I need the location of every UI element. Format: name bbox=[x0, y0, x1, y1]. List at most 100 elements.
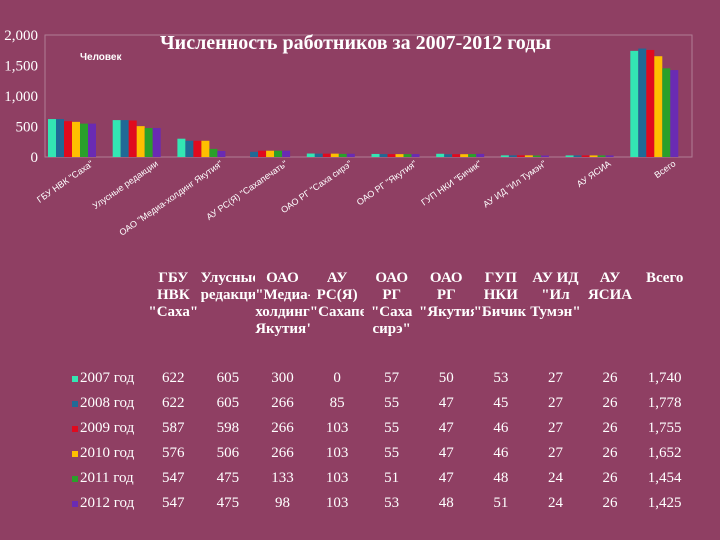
table-cell: 605 bbox=[216, 395, 240, 411]
table-cell: 26 bbox=[602, 470, 618, 486]
table-cell: 26 bbox=[602, 420, 618, 436]
table-cell: 85 bbox=[329, 395, 345, 411]
table-cell: 622 bbox=[162, 370, 185, 386]
bar bbox=[128, 120, 137, 157]
bar bbox=[217, 151, 226, 157]
bar bbox=[266, 150, 275, 157]
x-tick-label: Всего bbox=[652, 158, 677, 180]
table-row: 2007 год 622 605 300 0 57 50 53 27 26 1,740 bbox=[72, 366, 692, 391]
legend-entry: 2008 год bbox=[72, 391, 146, 416]
bar bbox=[112, 120, 121, 157]
bar bbox=[314, 153, 323, 157]
table-column-header: АУ ИД "Ил Тумэн" bbox=[530, 270, 581, 320]
y-tick-label: 500 bbox=[16, 120, 39, 136]
table-cell: 475 bbox=[216, 495, 240, 511]
bar bbox=[500, 155, 509, 157]
bar bbox=[80, 123, 88, 157]
y-tick-label: 0 bbox=[31, 150, 39, 166]
bar bbox=[476, 153, 485, 157]
table-cell: 605 bbox=[216, 370, 240, 386]
table-cell: 55 bbox=[384, 445, 400, 461]
bar bbox=[403, 154, 412, 157]
table-cell: 27 bbox=[547, 370, 563, 386]
series-name: 2007 год bbox=[80, 370, 135, 386]
bar bbox=[654, 56, 663, 158]
bar bbox=[508, 155, 517, 157]
bar bbox=[193, 140, 202, 157]
x-tick-label: ОАО РГ "Якутия" bbox=[355, 158, 419, 207]
table-cell: 50 bbox=[438, 370, 454, 386]
bar bbox=[581, 155, 590, 157]
bar bbox=[436, 153, 445, 157]
table-cell: 55 bbox=[384, 395, 400, 411]
bar bbox=[670, 70, 679, 157]
table-cell: 26 bbox=[602, 370, 618, 386]
x-tick-label: АУ ЯСИА bbox=[575, 158, 613, 189]
bar bbox=[605, 155, 614, 157]
table-cell: 547 bbox=[162, 495, 185, 511]
table-column-header: Всего bbox=[645, 270, 684, 286]
table-column-header: ОАО "Медиа-холдинг Якутия" bbox=[255, 270, 310, 337]
table-cell: 506 bbox=[216, 445, 240, 461]
bar bbox=[209, 148, 218, 157]
table-cell: 51 bbox=[493, 495, 509, 511]
table-cell: 1,425 bbox=[647, 495, 682, 511]
series-name: 2008 год bbox=[80, 395, 135, 411]
table-cell: 47 bbox=[438, 470, 454, 486]
table-cell: 547 bbox=[162, 470, 185, 486]
plot-area bbox=[44, 34, 693, 158]
x-tick-label: ГБУ НВК "Саха" bbox=[35, 158, 95, 204]
legend-key bbox=[72, 450, 78, 457]
y-tick-label: 1,000 bbox=[4, 89, 38, 105]
bar bbox=[88, 123, 96, 157]
table-row: 2010 год 576 506 266 103 55 47 46 27 26 1,652 bbox=[72, 441, 692, 466]
table-cell: 576 bbox=[162, 445, 185, 461]
bar bbox=[177, 138, 186, 157]
bar bbox=[395, 154, 404, 157]
table-cell: 98 bbox=[274, 495, 290, 511]
table-cell: 47 bbox=[438, 445, 454, 461]
table-cell: 103 bbox=[325, 445, 349, 461]
table-row: 2008 год 622 605 266 85 55 47 45 27 26 1,778 bbox=[72, 391, 692, 416]
table-cell: 48 bbox=[493, 470, 509, 486]
table-cell: 598 bbox=[216, 420, 240, 436]
table-cell: 27 bbox=[547, 395, 563, 411]
bar bbox=[411, 154, 420, 157]
bar bbox=[72, 121, 80, 157]
legend-key bbox=[72, 400, 78, 407]
table-column-header: ОАО РГ "Якутия" bbox=[418, 270, 474, 320]
bar bbox=[532, 155, 541, 157]
series-name: 2012 год bbox=[80, 495, 135, 511]
table-column-header: ОАО РГ "Саха сирэ" bbox=[370, 270, 413, 337]
bar bbox=[306, 153, 315, 157]
unit-label: Человек bbox=[80, 52, 122, 63]
table-cell: 45 bbox=[493, 395, 509, 411]
table-cell: 266 bbox=[271, 420, 294, 436]
bar bbox=[144, 128, 153, 157]
legend-entry: 2012 год bbox=[72, 491, 146, 516]
table-cell: 27 bbox=[547, 420, 563, 436]
table-corner bbox=[72, 270, 146, 366]
table-cell: 1,454 bbox=[647, 470, 682, 486]
table-cell: 24 bbox=[547, 495, 563, 511]
bar bbox=[662, 68, 671, 157]
x-tick-label: ОАО РГ "Саха сирэ" bbox=[279, 158, 354, 215]
bar bbox=[379, 154, 388, 157]
series-name: 2010 год bbox=[80, 445, 135, 461]
table-cell: 622 bbox=[162, 395, 185, 411]
legend-key bbox=[72, 475, 78, 482]
bar bbox=[597, 155, 606, 157]
table-cell: 1,652 bbox=[647, 445, 682, 461]
bar bbox=[589, 155, 598, 157]
bar bbox=[540, 155, 549, 157]
series-name: 2009 год bbox=[80, 420, 135, 436]
bar bbox=[185, 140, 194, 157]
bar bbox=[250, 151, 259, 157]
bar bbox=[638, 48, 647, 157]
table-cell: 103 bbox=[325, 470, 349, 486]
bar bbox=[48, 119, 56, 157]
legend-entry: 2009 год bbox=[72, 416, 146, 441]
bar bbox=[646, 49, 655, 157]
x-tick-label: АУ ИД "Ил Тумэн" bbox=[481, 158, 548, 209]
